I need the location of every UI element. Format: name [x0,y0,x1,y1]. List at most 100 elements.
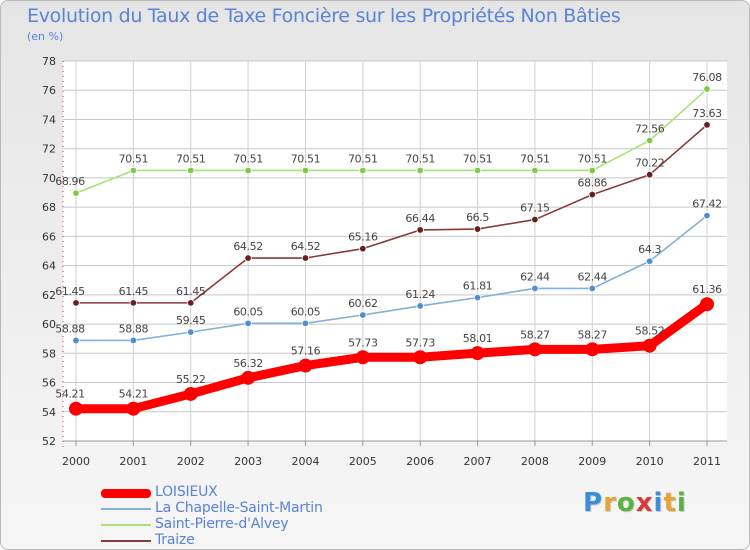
data-label: 65.16 [348,231,378,244]
data-point [413,350,428,365]
series-line-3 [75,124,708,304]
data-label: 57.16 [291,345,321,358]
data-point [129,299,138,307]
data-label: 68.86 [578,177,608,190]
data-label: 61.36 [692,283,722,296]
data-label: 67.15 [520,202,550,215]
plot-area [63,61,727,441]
logo-letter: i [653,488,664,518]
x-tick-label: 2008 [521,455,549,468]
data-point [72,299,80,307]
x-tick-label: 2006 [406,455,434,468]
y-tick-label: 64 [42,260,56,273]
data-label: 60.05 [291,305,321,318]
data-point [645,136,654,145]
data-label: 70.51 [520,152,550,165]
data-label: 57.73 [405,336,435,349]
logo-letter: x [635,488,654,518]
data-label: 59.45 [176,314,206,327]
legend-swatch [101,540,151,542]
y-tick-label: 68 [42,201,56,214]
data-label: 72.56 [635,123,665,136]
y-tick-label: 66 [42,230,56,243]
data-point [531,284,539,293]
y-tick-label: 52 [42,435,56,448]
data-label: 58.27 [578,328,608,341]
data-label: 70.51 [233,152,263,165]
data-point [473,225,482,233]
data-label: 64.52 [233,240,263,253]
data-point [187,328,195,336]
data-label: 60.62 [348,297,378,310]
data-label: 60.05 [233,305,263,318]
data-label: 68.96 [55,175,85,188]
data-point [241,370,256,385]
legend-label: Saint-Pierre-d'Alvey [155,516,289,532]
data-label: 54.21 [119,388,149,401]
data-label: 61.24 [405,288,435,301]
data-label: 70.51 [463,152,493,165]
data-label: 64.52 [291,240,321,253]
x-tick-label: 2004 [291,455,319,468]
data-label: 54.21 [55,388,85,401]
data-label: 55.22 [176,373,206,386]
data-point [703,211,711,220]
data-point [416,166,424,175]
data-point [700,297,714,312]
data-label: 67.42 [692,198,722,211]
legend-swatch [101,508,151,510]
data-point [416,302,424,310]
data-label: 61.45 [176,285,206,298]
data-label: 57.73 [348,336,378,349]
data-point [531,166,539,175]
data-point [301,254,310,262]
data-point [645,171,654,179]
data-point [301,166,310,175]
data-point [129,166,138,175]
data-label: 56.32 [233,357,263,370]
data-label: 64.3 [638,243,661,256]
data-point [588,166,596,175]
x-tick-label: 2002 [177,455,205,468]
data-point [470,346,485,361]
data-label: 70.51 [348,152,378,165]
logo-letter: i [676,488,687,518]
data-label: 70.51 [405,152,435,165]
data-point [69,401,83,416]
data-point [645,257,654,265]
data-label: 61.45 [55,285,85,298]
data-label: 70.51 [119,152,149,165]
legend-swatch [101,488,151,498]
x-tick-label: 2010 [636,455,664,468]
y-tick-label: 56 [42,377,56,390]
data-label: 58.27 [520,328,550,341]
data-point [72,189,80,197]
data-point [187,299,195,307]
data-point [416,226,424,234]
legend-label: La Chapelle-Saint-Martin [155,500,323,516]
data-label: 70.22 [635,157,665,170]
data-point [359,244,367,253]
series-line-1 [75,214,708,342]
data-point [703,121,711,129]
x-tick-label: 2007 [464,455,492,468]
data-point [703,85,711,93]
data-label: 76.08 [692,71,722,84]
data-point [244,166,252,175]
data-point [301,319,310,328]
x-tick-label: 2009 [578,455,606,468]
data-label: 58.52 [635,325,665,338]
legend-label: LOISIEUX [155,484,218,500]
logo-letter: t [663,488,677,518]
y-tick-label: 72 [42,143,56,156]
y-tick-label: 74 [42,113,56,126]
data-point [527,342,542,357]
logo-letter: P [583,488,604,518]
data-point [183,386,198,401]
data-label: 58.88 [119,322,149,335]
unit-label: (en %) [27,30,64,43]
series-line-2 [75,88,708,194]
data-point [244,254,252,262]
data-point [642,338,657,353]
